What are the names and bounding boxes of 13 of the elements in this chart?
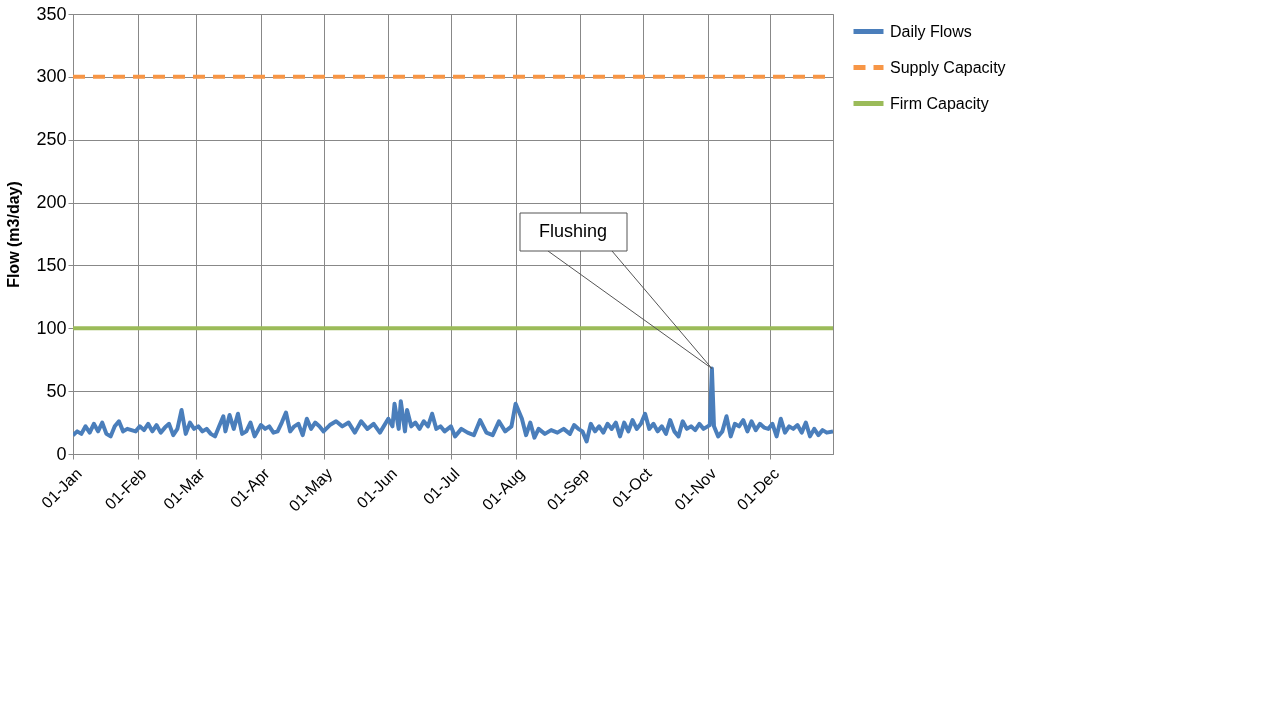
y-tick-label: 300	[36, 66, 67, 87]
y-tick-label: 200	[36, 192, 67, 213]
annotation: Flushing	[538, 221, 608, 241]
legend-label: Firm Capacity	[890, 94, 989, 112]
y-tick-label: 0	[56, 443, 67, 464]
y-tick-label: 350	[36, 3, 67, 24]
legend-label: Daily Flows	[890, 22, 972, 40]
y-tick-label: 50	[46, 380, 67, 401]
legend-label: Supply Capacity	[890, 58, 1006, 76]
y-tick-label: 100	[36, 317, 67, 338]
y-tick-label: 250	[36, 129, 67, 150]
y-axis-title: Flow (m3/day)	[5, 181, 23, 288]
y-tick-label: 150	[36, 254, 67, 275]
